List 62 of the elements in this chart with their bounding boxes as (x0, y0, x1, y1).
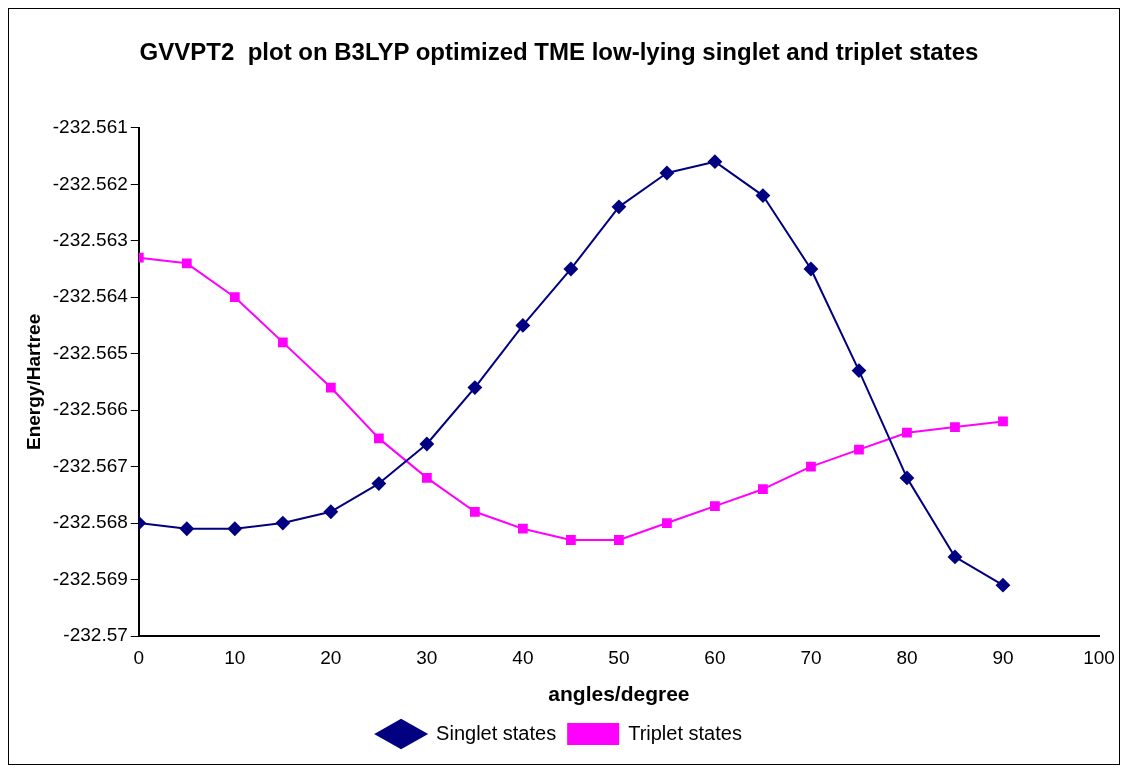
y-tick-label: -232.563 (52, 228, 128, 250)
point (325, 382, 336, 393)
x-tick-label: 20 (320, 646, 342, 668)
y-tick-label: -232.561 (52, 116, 128, 138)
y-tick-label: -232.569 (52, 567, 128, 589)
point (181, 258, 192, 269)
point (421, 473, 432, 483)
x-tick-label: 60 (704, 646, 726, 668)
x-tick-label: 30 (416, 646, 438, 668)
x-tick-label: 50 (608, 646, 630, 668)
chart-title: GVVPT2 plot on B3LYP optimized TME low-lying singlet and triplet states (139, 38, 979, 66)
point (662, 518, 672, 528)
x-tick-label: 70 (800, 646, 822, 668)
y-tick-label: -232.566 (52, 398, 128, 420)
point (902, 427, 912, 438)
y-tick-label: -232.568 (52, 511, 128, 533)
point (275, 516, 290, 531)
point (371, 476, 386, 491)
y-tick-label: -232.565 (52, 341, 128, 363)
point (614, 535, 624, 545)
y-tick-label: -232.562 (52, 172, 128, 194)
x-tick-label: 80 (896, 646, 918, 668)
x-tick-label: 40 (512, 646, 534, 668)
legend-label: Singlet states (436, 721, 557, 744)
point (467, 380, 482, 395)
y-axis-title: Energy/Hartree (22, 313, 44, 451)
point (806, 461, 816, 472)
y-tick-label: -232.564 (52, 285, 129, 307)
point (469, 506, 480, 517)
legend-label: Triplet states (628, 721, 742, 744)
point (611, 199, 626, 214)
point (758, 484, 768, 495)
point (323, 504, 338, 519)
point (419, 437, 434, 452)
x-axis-title: angles/degree (548, 682, 690, 706)
point (707, 154, 722, 169)
point (851, 363, 866, 378)
point (563, 261, 578, 276)
point (995, 578, 1010, 593)
point (229, 292, 240, 303)
point (854, 444, 864, 455)
point (710, 501, 720, 512)
point (518, 523, 528, 534)
point (515, 318, 530, 333)
point (950, 422, 960, 432)
point (998, 416, 1008, 427)
x-tick-label: 0 (133, 646, 145, 668)
point (947, 549, 962, 564)
point (803, 261, 818, 276)
point (566, 535, 576, 545)
point (899, 470, 914, 485)
point (373, 433, 384, 444)
point (755, 188, 770, 203)
point (179, 521, 194, 536)
point (277, 337, 288, 348)
point (659, 165, 674, 180)
x-tick-label: 10 (224, 646, 246, 668)
y-tick-label: -232.57 (63, 624, 128, 646)
point (227, 521, 242, 536)
x-tick-label: 100 (1083, 646, 1115, 668)
x-tick-label: 90 (992, 646, 1014, 668)
y-tick-label: -232.567 (52, 454, 128, 476)
